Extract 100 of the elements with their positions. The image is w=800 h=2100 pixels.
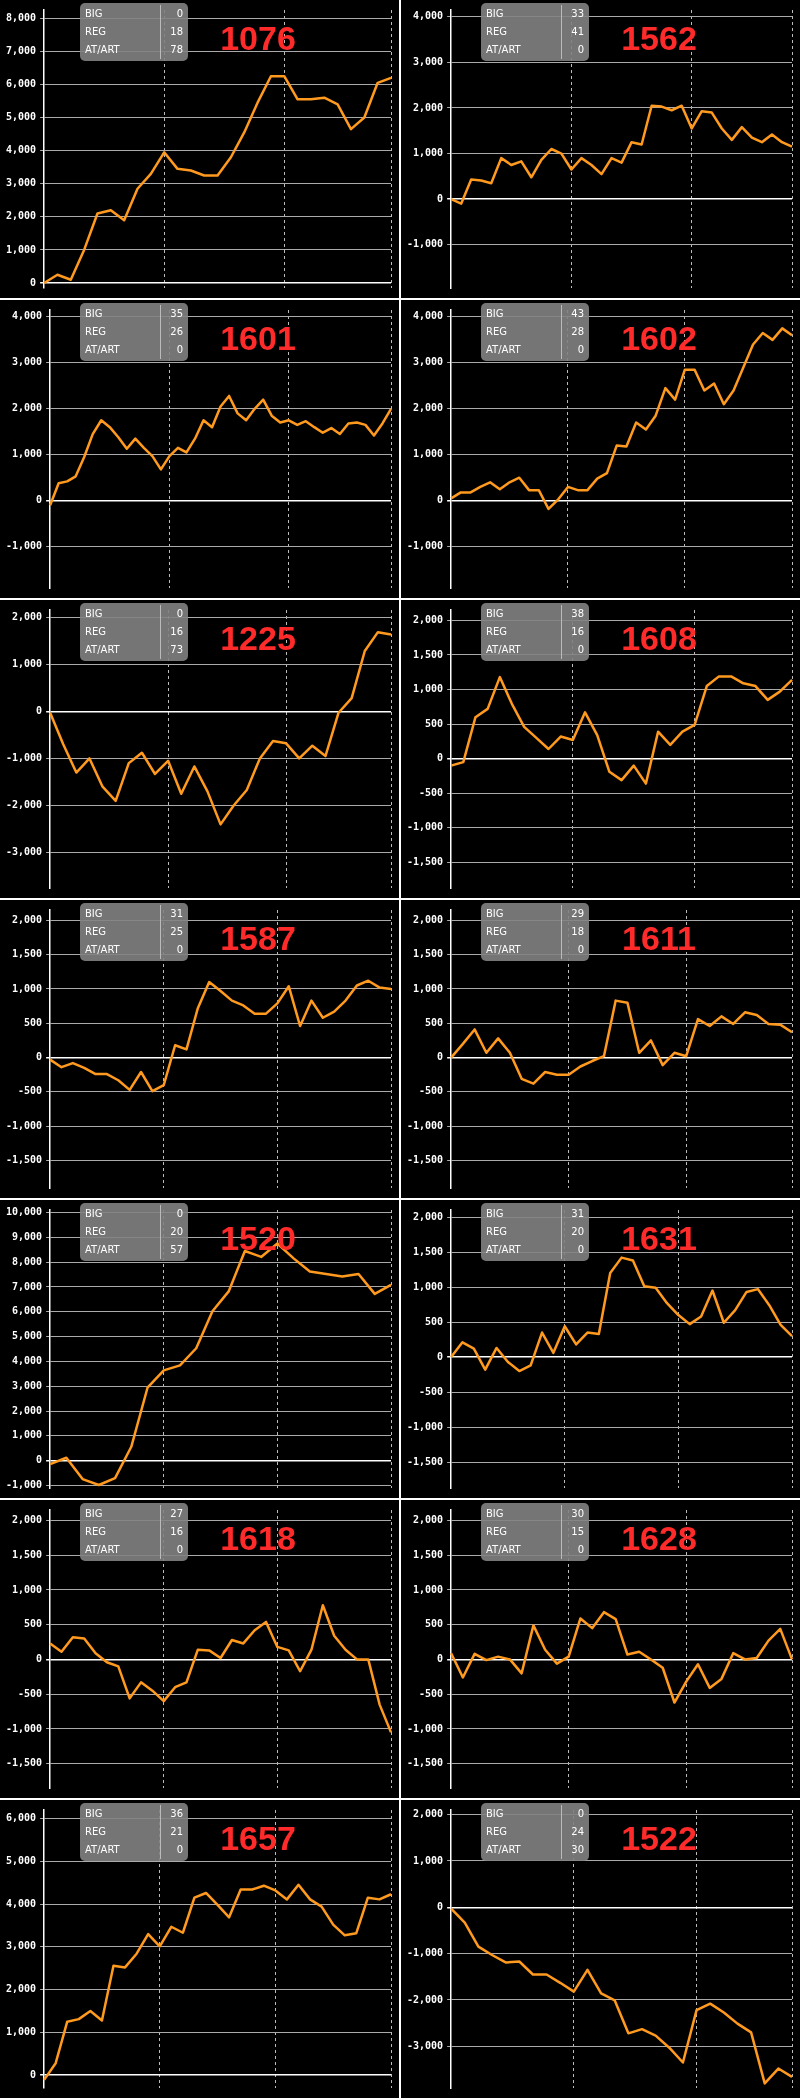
- chart-title: 1628: [621, 1518, 697, 1558]
- y-tick-label: 500: [425, 1618, 444, 1630]
- annotation: 0: [561, 41, 584, 59]
- y-tick-label: 0: [437, 1051, 444, 1063]
- annotation: REG: [85, 1525, 107, 1539]
- annotation: 16: [561, 623, 584, 641]
- annotation: REG: [486, 1825, 508, 1839]
- y-tick-label: -1,000: [407, 238, 444, 250]
- y-tick-label: 2,000: [413, 402, 444, 414]
- y-tick-label: 0: [36, 704, 43, 716]
- y-tick-label: -3,000: [407, 2039, 444, 2051]
- annotation: 73: [160, 641, 183, 659]
- annotation: BIG: [486, 1507, 504, 1521]
- annotation: BIG: [486, 607, 504, 621]
- y-tick-label: -1,000: [407, 1947, 444, 1959]
- y-tick-label: 0: [437, 494, 444, 506]
- annotation: BIG: [486, 7, 504, 21]
- chart-title: 1631: [621, 1218, 697, 1258]
- annotation: REG: [85, 325, 107, 339]
- y-tick-label: 500: [425, 1315, 444, 1327]
- annotation: 38: [561, 605, 584, 623]
- y-tick-label: -500: [18, 1687, 43, 1699]
- annotation: 0: [160, 1541, 183, 1559]
- chart-title: 1608: [621, 618, 697, 658]
- y-tick-label: 0: [437, 1350, 444, 1362]
- annotation: 0: [561, 1241, 584, 1259]
- y-tick-label: 2,000: [413, 913, 444, 925]
- annotation: AT/ART: [85, 643, 120, 657]
- annotation: AT/ART: [486, 343, 521, 357]
- y-tick-label: 500: [24, 1618, 43, 1630]
- annotation: AT/ART: [486, 1843, 521, 1857]
- y-tick-label: 1,000: [12, 982, 43, 994]
- y-tick-label: 6,000: [12, 1305, 43, 1317]
- y-tick-label: -1,500: [407, 1455, 444, 1467]
- y-tick-label: -1,000: [407, 1722, 444, 1734]
- chart-title: 1602: [621, 318, 697, 358]
- annotation: REG: [85, 1825, 107, 1839]
- annotation: 36: [160, 1805, 183, 1823]
- chart-title: 1587: [220, 918, 296, 958]
- annotation: AT/ART: [486, 1243, 521, 1257]
- annotation: 0: [160, 341, 183, 359]
- annotation: 0: [160, 941, 183, 959]
- y-tick-label: 0: [36, 1454, 43, 1466]
- chart-title: 1076: [220, 18, 296, 58]
- y-tick-label: -1,000: [6, 1479, 43, 1491]
- annotation: 31: [160, 905, 183, 923]
- annotation: BIG: [486, 1807, 504, 1821]
- annotation: 33: [561, 5, 584, 23]
- annotation: BIG: [85, 1507, 103, 1521]
- y-tick-label: 1,500: [12, 948, 43, 960]
- y-tick-label: 3,000: [12, 356, 43, 368]
- y-tick-label: 1,500: [413, 1245, 444, 1257]
- y-tick-label: 0: [36, 494, 43, 506]
- annotation: BIG: [85, 1807, 103, 1821]
- annotation: 16: [160, 1523, 183, 1541]
- annotation: AT/ART: [85, 43, 120, 57]
- annotation: 20: [561, 1223, 584, 1241]
- y-tick-label: 2,000: [413, 1808, 444, 1820]
- annotation: AT/ART: [85, 343, 120, 357]
- y-tick-label: -2,000: [6, 799, 43, 811]
- annotation: BIG: [486, 907, 504, 921]
- annotation: REG: [85, 625, 107, 639]
- y-tick-label: 2,000: [5, 210, 37, 222]
- y-tick-label: 5,000: [5, 111, 37, 123]
- annotation: AT/ART: [486, 643, 521, 657]
- y-tick-label: -3,000: [6, 846, 43, 858]
- y-tick-label: 6,000: [5, 1812, 37, 1824]
- y-tick-label: 4,000: [413, 10, 444, 22]
- y-tick-label: 4,000: [12, 310, 43, 322]
- y-tick-label: -1,000: [6, 1722, 43, 1734]
- y-tick-label: 2,000: [413, 1210, 444, 1222]
- y-tick-label: -1,500: [407, 1757, 444, 1769]
- y-tick-label: -2,000: [407, 1993, 444, 2005]
- y-tick-label: 1,000: [5, 243, 37, 255]
- annotation: AT/ART: [85, 1543, 120, 1557]
- annotation: AT/ART: [85, 943, 120, 957]
- y-tick-label: 500: [24, 1016, 43, 1028]
- annotation: 0: [561, 941, 584, 959]
- annotation: 43: [561, 305, 584, 323]
- y-tick-label: 4,000: [5, 144, 37, 156]
- annotation: REG: [486, 25, 508, 39]
- y-tick-label: 4,000: [5, 1897, 37, 1909]
- annotation: 0: [561, 1541, 584, 1559]
- y-tick-label: -1,500: [6, 1154, 43, 1166]
- y-tick-label: 4,000: [12, 1355, 43, 1366]
- y-tick-label: 1,000: [413, 147, 444, 159]
- y-tick-label: -1,000: [6, 752, 43, 764]
- annotation: 16: [160, 623, 183, 641]
- annotation: BIG: [486, 307, 504, 321]
- annotation: AT/ART: [85, 1843, 120, 1857]
- annotation: REG: [486, 1525, 508, 1539]
- y-tick-label: 0: [36, 1051, 43, 1063]
- y-tick-label: 6,000: [5, 78, 37, 90]
- annotation: 24: [561, 1823, 584, 1841]
- y-tick-label: -1,000: [407, 821, 444, 833]
- y-tick-label: -500: [419, 1687, 444, 1699]
- y-tick-label: 0: [437, 1900, 444, 1912]
- y-tick-label: -1,500: [407, 1154, 444, 1166]
- annotation: REG: [486, 925, 508, 939]
- annotation: 18: [160, 23, 183, 41]
